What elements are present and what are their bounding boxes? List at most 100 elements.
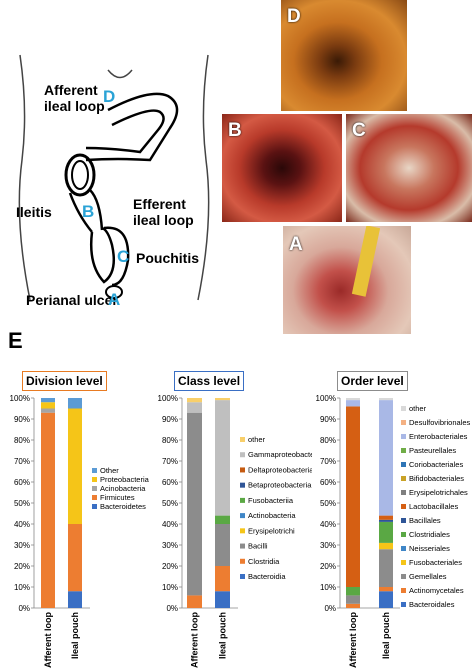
legend-entry-other: Other bbox=[100, 466, 119, 475]
legend-swatch-other bbox=[401, 406, 406, 411]
bar-segment-ileal-pouch-enterobacteriales bbox=[379, 400, 393, 516]
legend-swatch-betaproteobacteria bbox=[240, 482, 245, 488]
efferent-loop-label: Efferent ileal loop bbox=[133, 196, 194, 228]
photo-label-a: A bbox=[289, 234, 303, 255]
y-tick-label: 70% bbox=[14, 457, 30, 466]
legend-entry-enterobacteriales: Enterobacteriales bbox=[409, 432, 468, 441]
y-tick-label: 60% bbox=[320, 478, 336, 487]
legend-swatch-actinobacteria bbox=[240, 513, 245, 519]
bar-segment-ileal-pouch-bacteroidia bbox=[215, 591, 230, 608]
legend-entry-coriobacteriales: Coriobacteriales bbox=[409, 460, 463, 469]
legend-entry-firmicutes: Firmicutes bbox=[100, 493, 135, 502]
legend-swatch-bacteroidia bbox=[240, 574, 245, 579]
y-tick-label: 80% bbox=[162, 436, 178, 445]
bar-segment-ileal-pouch-clostridiales bbox=[379, 521, 393, 543]
bar-segment-ileal-pouch-firmicutes bbox=[68, 524, 82, 592]
bar-segment-afferent-loop-gammaproteobacteria bbox=[187, 402, 202, 413]
legend-entry-proteobacteria: Proteobacteria bbox=[100, 475, 150, 484]
perianal-ulcer-label: Perianal ulcer bbox=[26, 292, 118, 308]
y-tick-label: 40% bbox=[162, 520, 178, 529]
endoscopy-photo-d: D bbox=[281, 0, 407, 111]
y-tick-label: 20% bbox=[162, 562, 178, 571]
legend-swatch-erysipelotrichales bbox=[401, 490, 406, 495]
legend-swatch-bacillales bbox=[401, 518, 406, 523]
legend-swatch-clostridia bbox=[240, 558, 245, 564]
x-tick-label-ileal-pouch: Ileal pouch bbox=[381, 612, 391, 659]
y-tick-label: 90% bbox=[14, 415, 30, 424]
bar-segment-ileal-pouch-other bbox=[68, 398, 82, 409]
legend-entry-pasteurellales: Pasteurellales bbox=[409, 446, 456, 455]
bar-segment-ileal-pouch-other bbox=[379, 398, 393, 401]
y-tick-label: 20% bbox=[320, 562, 336, 571]
y-tick-label: 100% bbox=[316, 394, 336, 403]
afferent-loop-label-line-2: ileal loop bbox=[44, 98, 105, 114]
anatomy-diagram: Afferent ileal loop D Ileitis B Efferent… bbox=[0, 0, 225, 330]
endoscopy-photo-c: C bbox=[346, 114, 472, 222]
bar-segment-ileal-pouch-bacteroidales bbox=[379, 591, 393, 608]
legend-swatch-bifidobacteriales bbox=[401, 476, 406, 481]
photo-label-d: D bbox=[287, 6, 301, 27]
legend-swatch-bacteroidales bbox=[401, 602, 406, 607]
legend-entry-fusobacteriales: Fusobacteriales bbox=[409, 558, 462, 567]
legend-entry-actinobacteria: Actinobacteria bbox=[248, 511, 296, 520]
bar-segment-afferent-loop-proteobacteria bbox=[41, 402, 55, 409]
legend-entry-deltaproteobacteria: Deltaproteobacteria bbox=[248, 465, 312, 474]
endoscopy-photo-a: A bbox=[283, 226, 411, 334]
y-tick-label: 80% bbox=[320, 436, 336, 445]
legend-swatch-gammaproteobacteria bbox=[240, 452, 245, 458]
y-tick-label: 50% bbox=[320, 499, 336, 508]
y-tick-label: 40% bbox=[14, 520, 30, 529]
y-tick-label: 30% bbox=[320, 541, 336, 550]
legend-entry-desulfovibrionales: Desulfovibrionales bbox=[409, 418, 471, 427]
y-tick-label: 50% bbox=[14, 499, 30, 508]
bar-segment-afferent-loop-firmicutes bbox=[41, 412, 55, 608]
legend-swatch-acinobacteria bbox=[92, 486, 97, 491]
y-tick-label: 20% bbox=[14, 562, 30, 571]
legend-entry-erysipelotrichi: Erysipelotrichi bbox=[248, 526, 295, 535]
y-tick-label: 10% bbox=[162, 583, 178, 592]
legend-entry-gammaproteobacteria: Gammaproteobacteria bbox=[248, 450, 312, 459]
bar-segment-afferent-loop-other bbox=[346, 398, 360, 401]
legend-entry-bacillales: Bacillales bbox=[409, 516, 441, 525]
division-level-title: Division level bbox=[22, 371, 107, 391]
y-tick-label: 40% bbox=[320, 520, 336, 529]
legend-swatch-bacilli bbox=[240, 543, 245, 549]
legend-swatch-desulfovibrionales bbox=[401, 420, 406, 425]
legend-entry-bacteroidales: Bacteroidales bbox=[409, 600, 455, 609]
bar-segment-ileal-pouch-proteobacteria bbox=[68, 408, 82, 524]
endoscopy-photo-b: B bbox=[222, 114, 342, 222]
legend-swatch-fusobacteriales bbox=[401, 560, 406, 565]
legend-swatch-clostridiales bbox=[401, 532, 406, 537]
y-tick-label: 80% bbox=[14, 436, 30, 445]
legend-swatch-fusobacteriia bbox=[240, 497, 245, 503]
y-tick-label: 60% bbox=[14, 478, 30, 487]
retractor-band bbox=[351, 226, 381, 297]
photo-label-b: B bbox=[228, 120, 242, 141]
legend-entry-bifidobacteriales: Bifidobacteriales bbox=[409, 474, 464, 483]
y-tick-label: 30% bbox=[14, 541, 30, 550]
ileitis-label: Ileitis bbox=[16, 204, 52, 220]
y-tick-label: 90% bbox=[162, 415, 178, 424]
legend-entry-bacteroidia: Bacteroidia bbox=[248, 572, 286, 581]
legend-entry-other: other bbox=[409, 404, 427, 413]
x-tick-label-afferent-loop: Afferent loop bbox=[190, 612, 200, 668]
bar-segment-ileal-pouch-bacilli bbox=[215, 524, 230, 566]
y-tick-label: 0% bbox=[166, 604, 178, 613]
legend-swatch-coriobacteriales bbox=[401, 462, 406, 467]
class-level-chart: 0% 10% 20% 30% 40% 50% 60% 70% 80% 90% 100% Afferen… bbox=[158, 394, 312, 668]
bar-segment-ileal-pouch-fusobacteriales bbox=[379, 542, 393, 550]
y-tick-label: 50% bbox=[162, 499, 178, 508]
bar-segment-ileal-pouch-lactobacillales bbox=[379, 515, 393, 520]
diagram-letter-d: D bbox=[103, 87, 116, 106]
bar-segment-ileal-pouch-gammaproteobacteria bbox=[215, 400, 230, 516]
bar-segment-afferent-loop-gemellales bbox=[346, 595, 360, 604]
bar-segment-ileal-pouch-fusobacteriia bbox=[215, 515, 230, 524]
legend-entry-erysipelotrichales: Erysipelotrichales bbox=[409, 488, 468, 497]
legend-swatch-gemellales bbox=[401, 574, 406, 579]
x-tick-label-ileal-pouch: Ileal pouch bbox=[70, 612, 80, 659]
y-tick-label: 100% bbox=[158, 394, 178, 403]
legend-entry-bacteroidetes: Bacteroidetes bbox=[100, 502, 146, 511]
legend-entry-betaproteobacteria: Betaproteobacteria bbox=[248, 481, 312, 490]
bar-segment-afferent-loop-enterobacteriales bbox=[346, 400, 360, 407]
division-level-chart: 0% 10% 20% 30% 40% 50% 60% 70% 80% 90% 100% Afferen… bbox=[10, 394, 150, 668]
